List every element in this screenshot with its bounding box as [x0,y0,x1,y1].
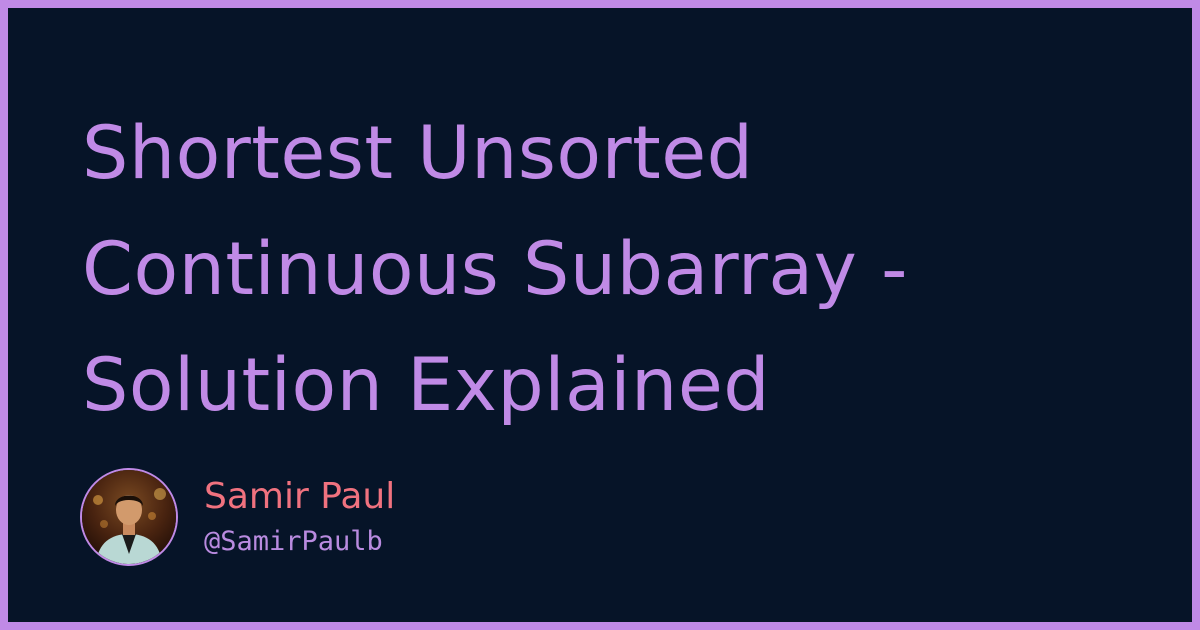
title-line-1: Shortest Unsorted [82,111,754,196]
author-handle: @SamirPaulb [204,526,383,557]
title-line-2: Continuous Subarray - [82,227,908,312]
avatar [80,468,178,566]
person-portrait-icon [82,470,176,564]
author-name: Samir Paul [204,476,396,517]
author-text: Samir Paul @SamirPaulb [204,475,395,559]
title-line-3: Solution Explained [82,343,771,428]
article-title: Shortest Unsorted Continuous Subarray - … [82,96,1142,444]
author-block: Samir Paul @SamirPaulb [80,467,395,567]
